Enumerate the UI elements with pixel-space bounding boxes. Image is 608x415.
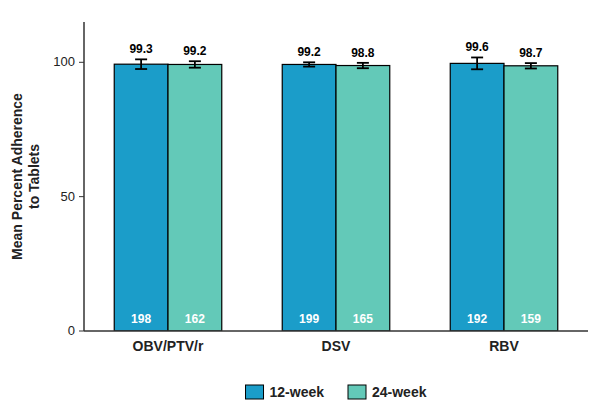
error-bar-cap bbox=[525, 68, 537, 70]
x-axis-line bbox=[84, 330, 588, 332]
marks bbox=[114, 57, 558, 331]
bar bbox=[450, 63, 504, 331]
y-axis-label-line: Mean Percent Adherence bbox=[9, 93, 25, 260]
bar bbox=[336, 66, 390, 331]
legend-swatch bbox=[246, 385, 264, 399]
bar bbox=[282, 64, 336, 331]
error-bar-stem bbox=[194, 61, 196, 67]
error-bar-stem bbox=[476, 57, 478, 69]
y-axis-label-line: to Tablets bbox=[26, 144, 42, 209]
error-bar-cap bbox=[189, 60, 201, 62]
legend-swatch bbox=[348, 385, 366, 399]
n-label: 198 bbox=[131, 312, 151, 326]
bar bbox=[504, 66, 558, 331]
legend-item: 12-week bbox=[246, 384, 325, 400]
error-bar-cap bbox=[303, 61, 315, 63]
bar bbox=[114, 64, 168, 331]
n-label: 159 bbox=[521, 312, 541, 326]
y-axis-line bbox=[83, 22, 85, 331]
legend-label: 24-week bbox=[372, 384, 427, 400]
x-tick-label: OBV/PTV/r bbox=[133, 338, 204, 354]
y-tick-label: 100 bbox=[53, 54, 75, 69]
error-bar bbox=[357, 63, 369, 68]
legend-item: 24-week bbox=[348, 384, 427, 400]
chart-container: 0 50 100 99.3 198 99.2 199 99.6 192 99.2 162 98.8 16… bbox=[0, 0, 608, 415]
error-bar-stem bbox=[140, 59, 142, 69]
value-label: 98.7 bbox=[519, 46, 543, 60]
error-bar bbox=[303, 62, 315, 66]
n-label: 199 bbox=[299, 312, 319, 326]
chart-svg: 0 50 100 99.3 198 99.2 199 99.6 192 99.2 162 98.8 16… bbox=[0, 0, 608, 415]
error-bar-cap bbox=[471, 68, 483, 70]
background bbox=[0, 0, 608, 415]
legend-label: 12-week bbox=[270, 384, 325, 400]
y-tick-label: 50 bbox=[61, 189, 75, 204]
error-bar-cap bbox=[135, 58, 147, 60]
n-label: 162 bbox=[185, 312, 205, 326]
x-tick-label: RBV bbox=[489, 338, 519, 354]
value-label: 99.3 bbox=[129, 42, 153, 56]
error-bar-cap bbox=[471, 57, 483, 59]
error-bar-cap bbox=[357, 62, 369, 64]
error-bar-cap bbox=[357, 67, 369, 69]
error-bar bbox=[525, 63, 537, 68]
error-bar-cap bbox=[135, 68, 147, 70]
y-tick-label: 0 bbox=[68, 323, 75, 338]
x-tick-label: DSV bbox=[322, 338, 351, 354]
error-bar-cap bbox=[303, 66, 315, 68]
n-label: 192 bbox=[467, 312, 487, 326]
value-label: 98.8 bbox=[351, 46, 375, 60]
error-bar bbox=[471, 57, 483, 69]
legend: 12-week 24-week bbox=[246, 384, 427, 400]
error-bar bbox=[135, 59, 147, 69]
n-label: 165 bbox=[353, 312, 373, 326]
value-label: 99.2 bbox=[183, 44, 207, 58]
value-label: 99.6 bbox=[465, 40, 489, 54]
bar bbox=[168, 64, 222, 331]
error-bar-cap bbox=[189, 67, 201, 69]
error-bar bbox=[189, 61, 201, 67]
value-label: 99.2 bbox=[297, 45, 321, 59]
y-axis-label: Mean Percent Adherenceto Tablets bbox=[9, 93, 42, 260]
error-bar-cap bbox=[525, 62, 537, 64]
